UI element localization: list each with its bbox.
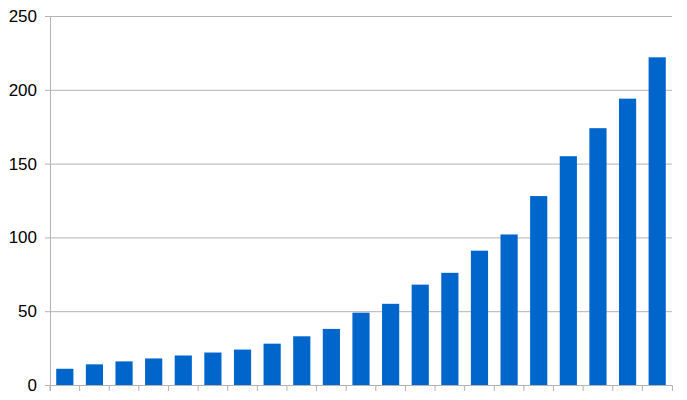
x-tick: [435, 385, 436, 391]
x-tick: [109, 385, 110, 391]
x-tick: [138, 385, 139, 391]
bar: [323, 329, 340, 385]
bar: [234, 350, 251, 385]
x-axis: [50, 385, 673, 391]
x-tick-mark: [375, 385, 376, 391]
bar: [86, 364, 103, 385]
x-tick: [316, 385, 317, 391]
y-axis: 0 50 100 150 200 250: [9, 7, 51, 395]
y-tick-label: 100: [9, 228, 37, 247]
x-tick-mark: [405, 385, 406, 391]
x-tick: [286, 385, 287, 391]
grid-tick: [50, 16, 672, 17]
y-tick-mark: [45, 164, 50, 165]
x-tick: [79, 385, 80, 391]
x-tick-mark: [198, 385, 199, 391]
bar: [501, 234, 518, 385]
x-axis-line: [51, 386, 673, 392]
y-tick: 250: [9, 7, 50, 26]
y-tick-mark: [45, 16, 50, 17]
y-tick-mark: [45, 237, 50, 238]
x-tick: [553, 385, 554, 391]
bar: [264, 344, 281, 385]
grid: [50, 17, 672, 386]
x-tick-mark: [494, 385, 495, 391]
x-tick: [375, 385, 376, 391]
grid-line: [50, 311, 672, 312]
grid-tick: [50, 90, 672, 91]
bar: [382, 304, 399, 385]
y-tick-mark: [45, 90, 50, 91]
y-tick-mark: [45, 385, 50, 386]
bar: [352, 313, 369, 385]
x-tick-mark: [138, 385, 139, 391]
x-tick-mark: [612, 385, 613, 391]
y-tick-label: 150: [9, 155, 37, 174]
x-tick-mark: [109, 385, 110, 391]
x-tick-mark: [79, 385, 80, 391]
x-tick-mark: [523, 385, 524, 391]
x-tick: [257, 385, 258, 391]
x-tick: [168, 385, 169, 391]
x-tick-mark: [346, 385, 347, 391]
bar: [412, 285, 429, 385]
x-tick: [583, 385, 584, 391]
x-tick: [523, 385, 524, 391]
x-tick-mark: [642, 385, 643, 391]
x-tick: [50, 385, 51, 391]
x-tick-mark: [257, 385, 258, 391]
x-tick: [198, 385, 199, 391]
x-tick: [494, 385, 495, 391]
y-tick-label: 0: [28, 376, 37, 395]
chart: 0 50 100 150 200 250: [0, 0, 687, 400]
bar: [649, 57, 666, 385]
bar: [293, 336, 310, 385]
x-tick-mark: [464, 385, 465, 391]
y-tick: 0: [28, 376, 50, 395]
bar: [560, 156, 577, 385]
x-tick: [642, 385, 643, 391]
x-tick-mark: [316, 385, 317, 391]
y-tick: 150: [9, 155, 50, 174]
grid-line: [50, 237, 672, 238]
x-tick-mark: [168, 385, 169, 391]
x-tick-mark: [435, 385, 436, 391]
x-tick: [346, 385, 347, 391]
x-tick-mark: [553, 385, 554, 391]
grid-tick: [50, 164, 672, 165]
grid-tick: [50, 237, 672, 238]
grid-line: [50, 90, 672, 91]
y-tick-label: 200: [9, 81, 37, 100]
x-tick-mark: [50, 385, 51, 391]
x-tick: [464, 385, 465, 391]
bar: [175, 355, 192, 385]
x-tick: [405, 385, 406, 391]
grid-line: [50, 164, 672, 165]
bar: [530, 196, 547, 385]
bar: [471, 251, 488, 385]
y-axis-line: [50, 17, 51, 386]
x-tick: [612, 385, 613, 391]
bar: [204, 353, 221, 385]
bar: [56, 369, 73, 385]
y-tick-mark: [45, 311, 50, 312]
y-tick: 100: [9, 228, 50, 247]
y-tick: 200: [9, 81, 50, 100]
bar: [145, 358, 162, 385]
bar: [619, 99, 636, 385]
bar: [441, 273, 458, 385]
plot: 0 50 100 150 200 250: [9, 7, 673, 395]
grid-line: [50, 16, 672, 17]
x-tick-mark: [583, 385, 584, 391]
y-tick-label: 50: [18, 302, 37, 321]
x-tick-mark: [286, 385, 287, 391]
y-tick: 50: [18, 302, 50, 321]
bars: [56, 57, 666, 385]
bar: [115, 361, 132, 385]
grid-tick: [50, 311, 672, 312]
bar: [589, 128, 606, 385]
y-tick-label: 250: [9, 7, 37, 26]
x-tick-mark: [227, 385, 228, 391]
x-tick: [227, 385, 228, 391]
